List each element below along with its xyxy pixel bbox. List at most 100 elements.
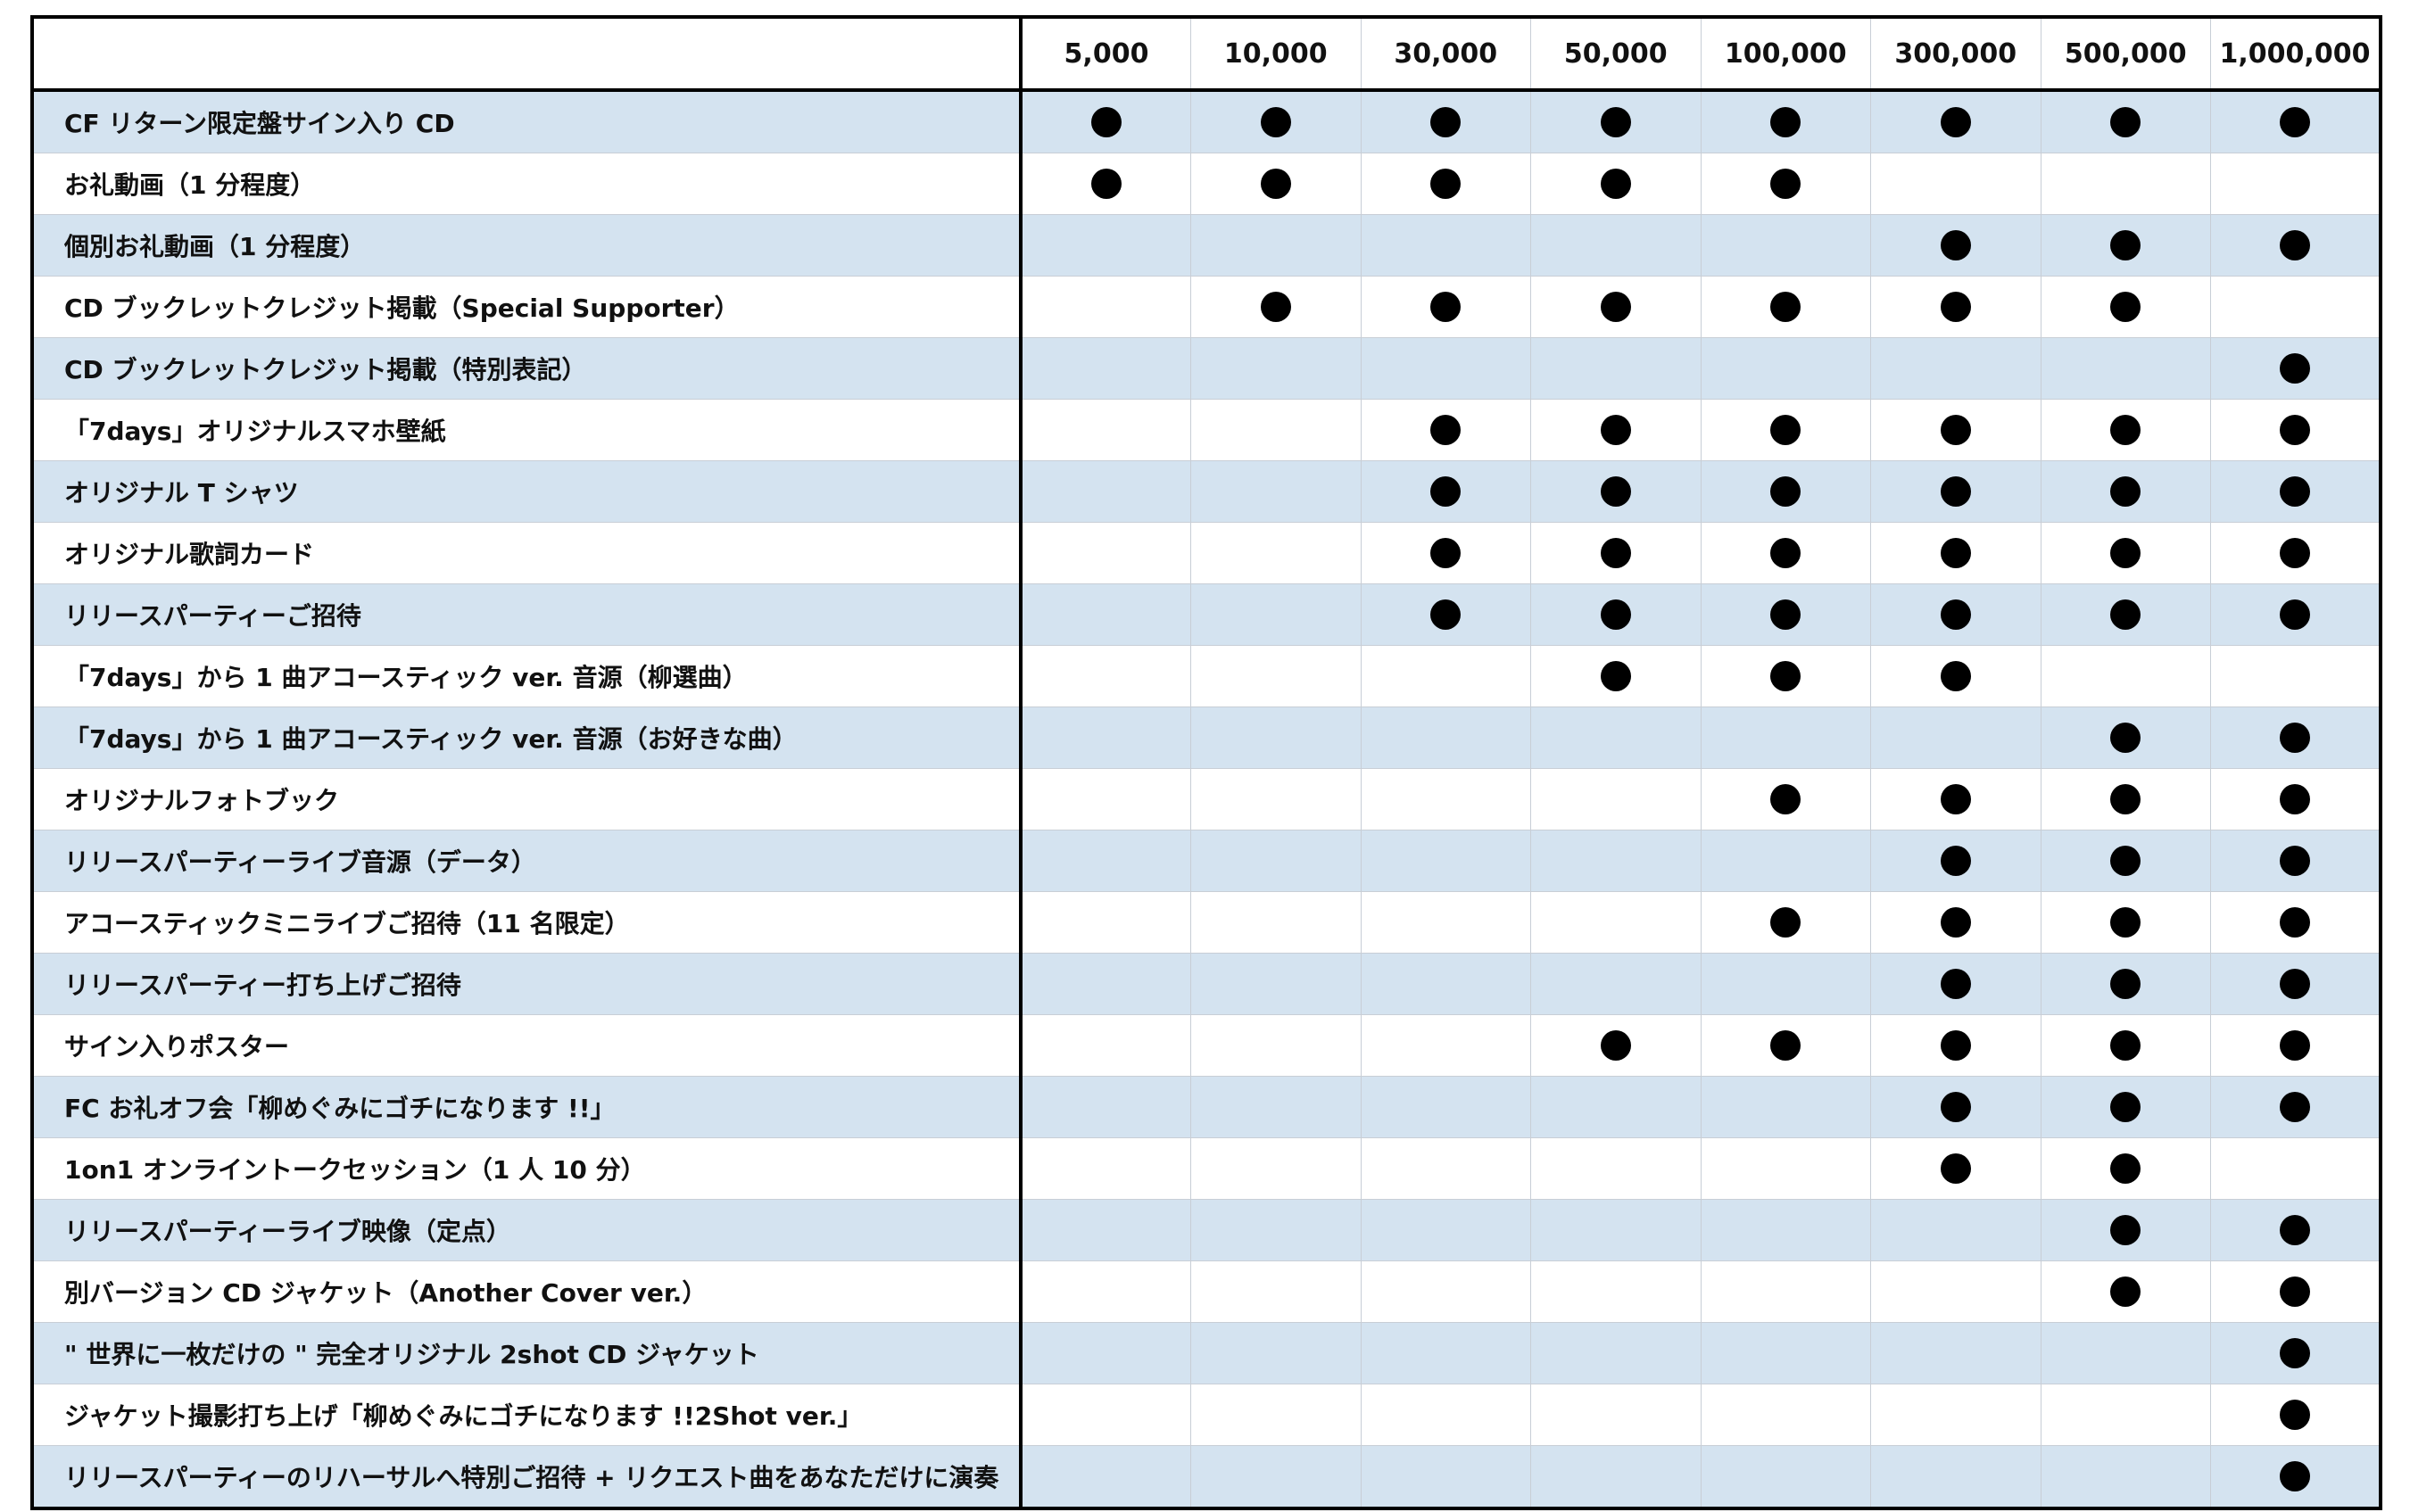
tier-cell [2210,1384,2381,1446]
tier-cell [1700,1014,1871,1077]
included-dot [1600,538,1631,568]
reward-label: 別バージョン CD ジャケット（Another Cover ver.） [31,1260,1023,1323]
tier-cell [1360,830,1531,892]
tier-cell [1870,276,2041,338]
tier-cell [1190,706,1362,769]
tier-cell [1020,1260,1191,1323]
tier-cell [2210,89,2381,153]
reward-row: お礼動画（1 分程度） [31,153,2381,215]
included-dot [1770,661,1801,691]
included-dot [2280,723,2310,753]
tier-cell [2040,1260,2211,1323]
tier-cell [2210,830,2381,892]
tier-cell [1700,1137,1871,1200]
tier-cell [1190,89,1362,153]
tier-cell [1020,1076,1191,1138]
tier-cell [2040,891,2211,954]
included-dot [1770,1030,1801,1061]
tier-cell [1530,1076,1702,1138]
tier-cell [2210,645,2381,707]
reward-label: お礼動画（1 分程度） [31,153,1023,215]
included-dot [1600,661,1631,691]
tier-cell [1020,153,1191,215]
tier-cell [1700,522,1871,584]
reward-row: " 世界に一枚だけの " 完全オリジナル 2shot CD ジャケット [31,1322,2381,1384]
tier-cell [2040,1199,2211,1261]
tier-cell [1020,337,1191,400]
tier-cell [2040,399,2211,461]
reward-label: CD ブックレットクレジット掲載（Special Supporter） [31,276,1023,338]
tier-cell [1870,89,2041,153]
included-dot [2280,599,2310,630]
reward-row: リリースパーティー打ち上げご招待 [31,953,2381,1015]
reward-label: " 世界に一枚だけの " 完全オリジナル 2shot CD ジャケット [31,1322,1023,1384]
tier-cell [1020,953,1191,1015]
included-dot [1260,107,1291,137]
included-dot [2110,907,2141,938]
tier-cell [1870,1199,2041,1261]
tier-cell [1700,768,1871,830]
tier-cell [1190,1014,1362,1077]
tier-cell [1870,399,2041,461]
tier-cell [2040,1445,2211,1509]
tier-cell [1700,891,1871,954]
reward-label: リリースパーティーライブ映像（定点） [31,1199,1023,1261]
tier-cell [2040,1076,2211,1138]
tier-header: 1,000,000 [2210,16,2381,92]
header-row: 5,000 10,000 30,000 50,000 100,000 300,000 500… [31,16,2381,92]
tier-cell [1530,1199,1702,1261]
reward-row: CD ブックレットクレジット掲載（Special Supporter） [31,276,2381,338]
reward-label: 「7days」から 1 曲アコースティック ver. 音源（柳選曲） [31,645,1023,707]
included-dot [2110,723,2141,753]
tier-cell [1190,891,1362,954]
reward-label: リリースパーティー打ち上げご招待 [31,953,1023,1015]
tier-cell [1360,1384,1531,1446]
included-dot [2110,415,2141,445]
tier-cell [1700,953,1871,1015]
reward-label: ジャケット撮影打ち上げ「柳めぐみにゴチになります !!2Shot ver.」 [31,1384,1023,1446]
tier-cell [1700,460,1871,523]
tier-cell [1530,522,1702,584]
included-dot [1430,107,1462,137]
tier-cell [1700,153,1871,215]
included-dot [1940,107,1971,137]
tier-cell [1530,214,1702,277]
reward-row: オリジナルフォトブック [31,768,2381,830]
included-dot [1940,784,1971,814]
tier-cell [1360,89,1531,153]
tier-cell [1360,768,1531,830]
reward-label: 個別お礼動画（1 分程度） [31,214,1023,277]
included-dot [2280,784,2310,814]
reward-row: オリジナル歌詞カード [31,522,2381,584]
reward-label: リリースパーティーライブ音源（データ） [31,830,1023,892]
included-dot [2280,1215,2310,1245]
tier-cell [1870,153,2041,215]
included-dot [1430,538,1462,568]
included-dot [2280,538,2310,568]
tier-cell [1360,891,1531,954]
tier-cell [2210,1014,2381,1077]
tier-cell [1530,153,1702,215]
tier-cell [1530,706,1702,769]
tier-cell [1700,1384,1871,1446]
tier-cell [1020,1137,1191,1200]
included-dot [2280,1030,2310,1061]
tier-cell [1530,1014,1702,1077]
included-dot [2110,292,2141,322]
included-dot [1770,538,1801,568]
tier-cell [1020,460,1191,523]
included-dot [1940,599,1971,630]
tier-cell [1870,768,2041,830]
reward-label: 1on1 オンライントークセッション（1 人 10 分） [31,1137,1023,1200]
included-dot [2280,907,2310,938]
reward-row: アコースティックミニライブご招待（11 名限定） [31,891,2381,954]
included-dot [1770,907,1801,938]
included-dot [2280,846,2310,876]
tier-cell [1700,1260,1871,1323]
tier-cell [2040,1322,2211,1384]
tier-cell [2210,522,2381,584]
tier-cell [1190,645,1362,707]
included-dot [2110,538,2141,568]
reward-row: 別バージョン CD ジャケット（Another Cover ver.） [31,1260,2381,1323]
included-dot [1600,1030,1631,1061]
